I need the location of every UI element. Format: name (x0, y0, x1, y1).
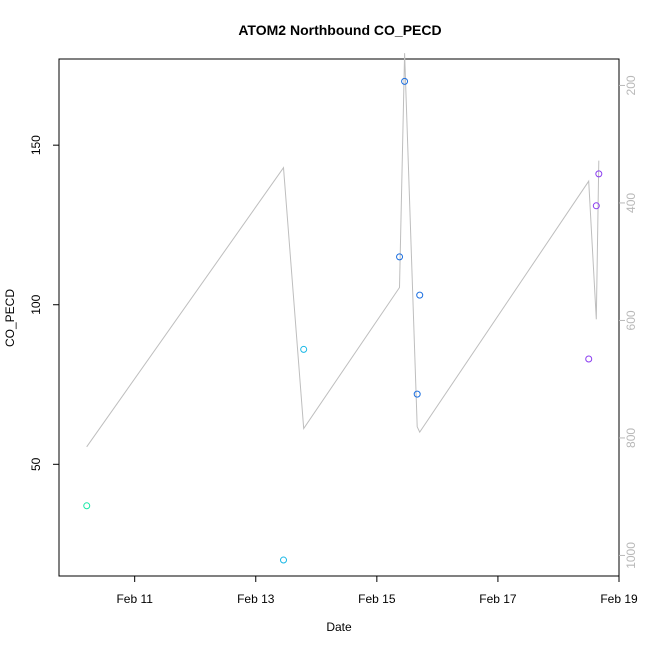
y-right-tick-label: 1000 (624, 542, 638, 569)
data-point (83, 502, 91, 510)
y-tick-label: 50 (29, 457, 43, 471)
x-tick-label: Feb 13 (237, 592, 275, 606)
data-point (413, 390, 421, 398)
y-tick-label: 100 (29, 294, 43, 314)
line-series (86, 53, 600, 448)
data-point (416, 291, 424, 299)
y-axis: 50 100 150 (29, 135, 59, 471)
series-line (86, 53, 600, 448)
y-right-tick-label: 200 (624, 75, 638, 95)
data-point (300, 345, 308, 353)
y-axis-right: 200 400 600 800 1000 (619, 75, 638, 569)
x-tick-label: Feb 19 (600, 592, 638, 606)
plot-frame (58, 58, 620, 577)
chart-title: ATOM2 Northbound CO_PECD (238, 22, 441, 38)
x-tick-label: Feb 11 (116, 592, 153, 606)
scatter-points (83, 77, 603, 564)
data-point (280, 556, 288, 564)
data-point (592, 202, 600, 210)
y-right-tick-label: 600 (624, 310, 638, 330)
y-right-tick-label: 800 (624, 428, 638, 448)
y-tick-label: 150 (29, 135, 43, 155)
data-point (401, 77, 409, 85)
y-right-tick-label: 400 (624, 193, 638, 213)
x-tick-label: Feb 15 (358, 592, 396, 606)
y-axis-label: CO_PECD (3, 289, 17, 347)
data-point (585, 355, 593, 363)
data-point (595, 170, 603, 178)
data-point (396, 253, 404, 261)
x-tick-label: Feb 17 (479, 592, 517, 606)
x-axis: Feb 11 Feb 13 Feb 15 Feb 17 Feb 19 (116, 576, 638, 606)
x-axis-label: Date (326, 620, 352, 634)
